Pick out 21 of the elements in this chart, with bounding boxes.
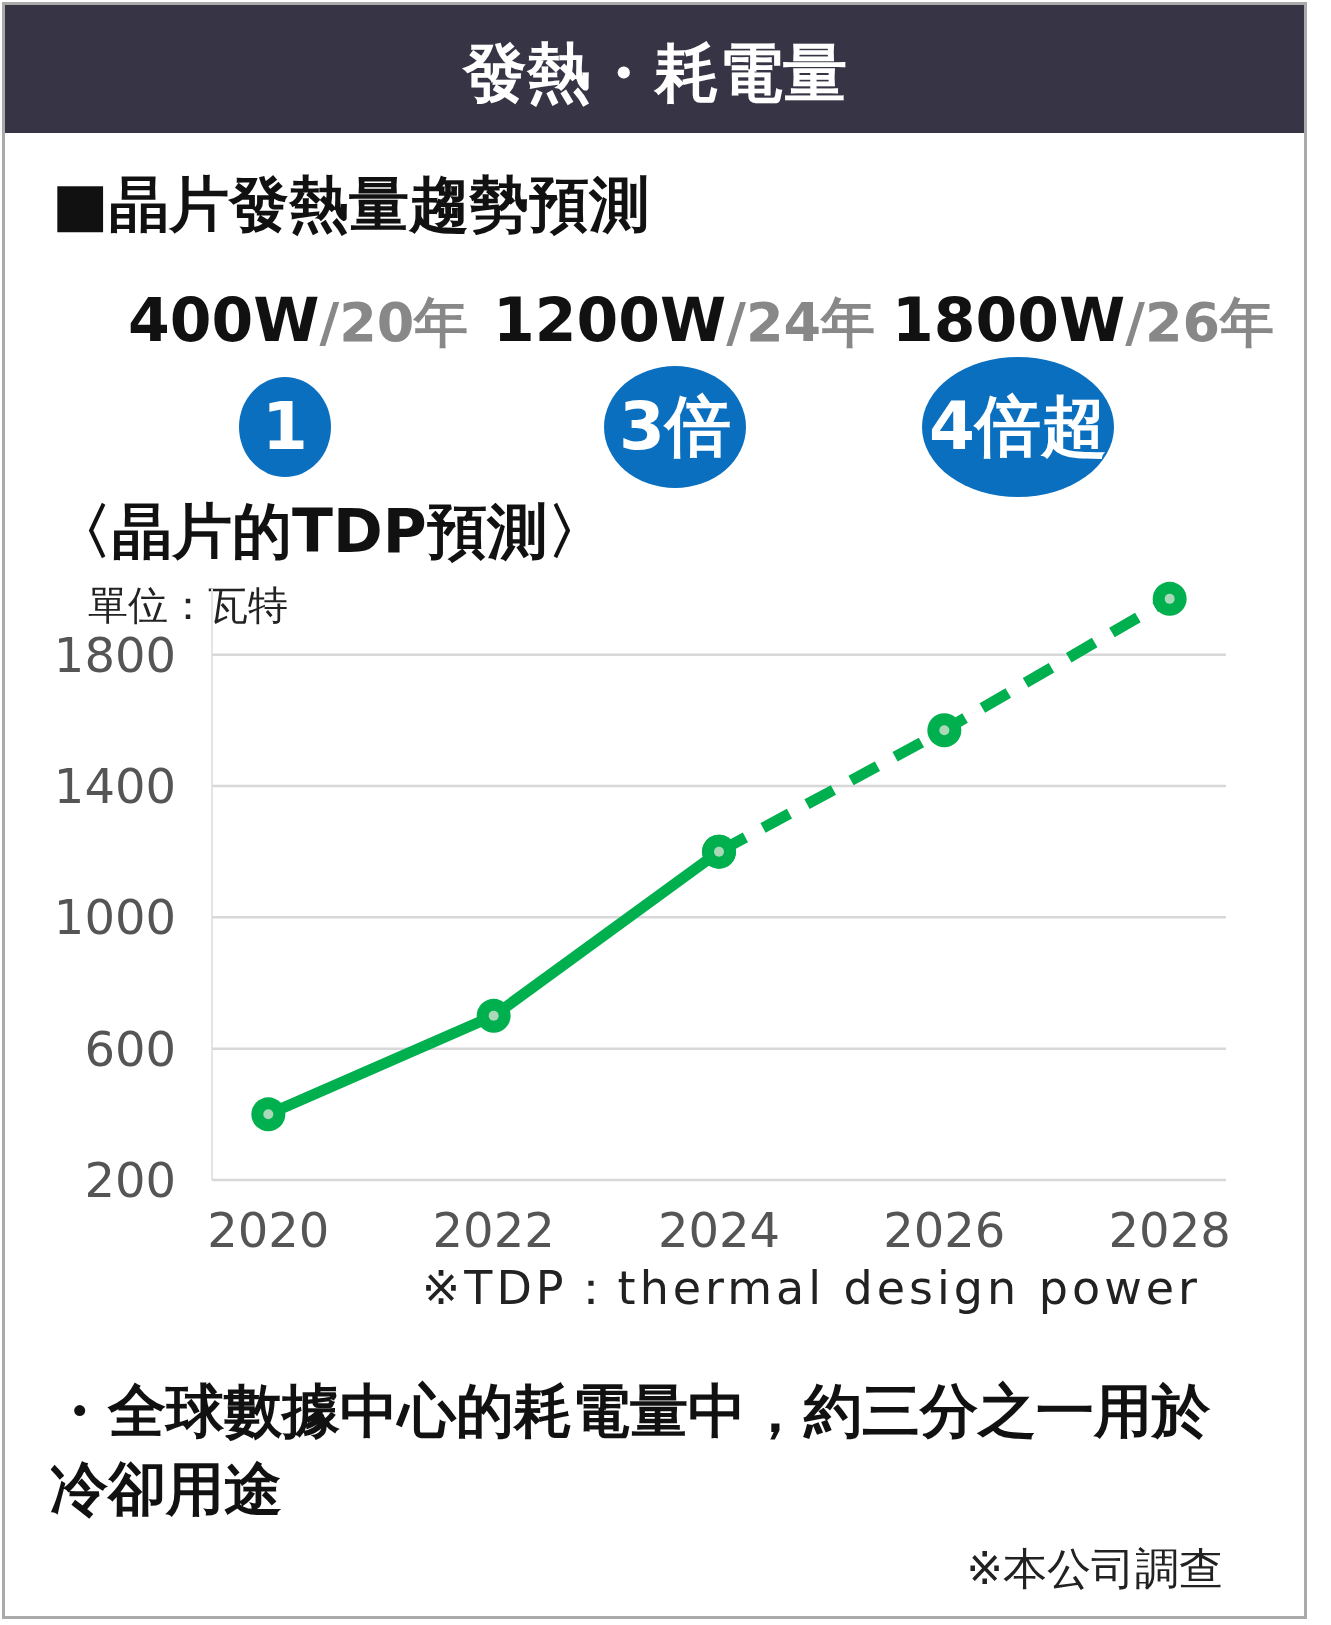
x-tick-label: 2028: [1108, 1202, 1231, 1258]
text: ・全球數據中心的耗電量中，約三分之一用於冷卻用途: [50, 1376, 1211, 1525]
text: ※本公司調查: [966, 1542, 1223, 1596]
y-tick-label: 600: [84, 1020, 176, 1077]
x-tick-label: 2022: [432, 1202, 555, 1258]
x-tick-label: 2026: [883, 1202, 1006, 1258]
y-tick-label: 1400: [53, 758, 176, 814]
text: 3倍: [618, 388, 732, 465]
text: 1: [261, 388, 309, 465]
text: 4倍超: [928, 388, 1108, 465]
x-tick-label: 2024: [657, 1202, 781, 1258]
chart-title: 發熱・耗電量: [461, 35, 848, 112]
chart-subtitle: ■晶片發熱量趨勢預測: [52, 168, 649, 241]
text: 400W/20年: [128, 285, 469, 355]
text: 1200W/24年: [493, 285, 876, 355]
x-tick-label: 2020: [207, 1202, 330, 1258]
text: 1800W/26年: [892, 285, 1275, 355]
text: ※TDP：thermal design power: [421, 1260, 1201, 1317]
y-tick-label: 200: [84, 1152, 176, 1208]
y-tick-label: 1000: [53, 889, 176, 946]
text: 〈晶片的TDP預測〉: [52, 495, 607, 568]
